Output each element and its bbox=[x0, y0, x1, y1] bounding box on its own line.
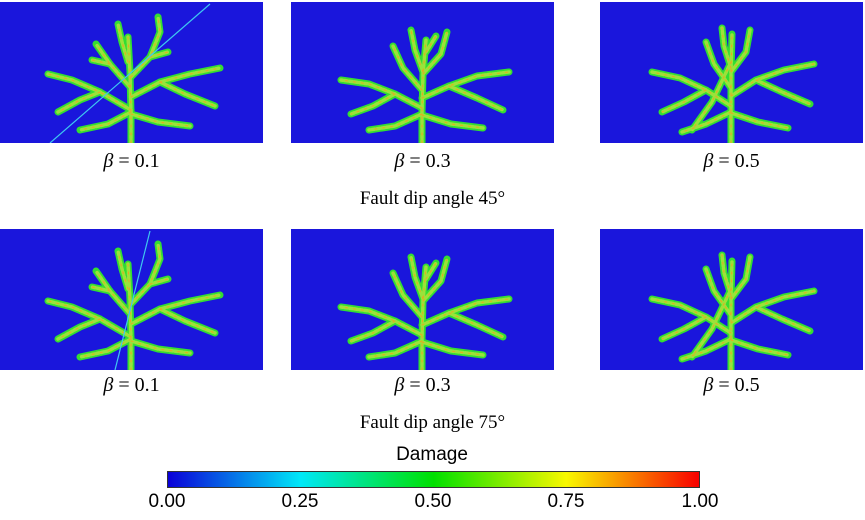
fracture-branch-core-1 bbox=[47, 300, 132, 338]
fracture-branch-core-10 bbox=[79, 111, 132, 131]
fracture-branch-fill-10 bbox=[690, 287, 733, 359]
caption-75-beta-0.1: β = 0.1 bbox=[103, 374, 160, 396]
fracture-branch-core-4 bbox=[410, 256, 424, 300]
fracture-branch-core-6 bbox=[755, 306, 811, 332]
fracture-branch-core-6 bbox=[130, 67, 221, 98]
fracture-branch-fill-2 bbox=[56, 317, 102, 341]
fracture-branch-core-8 bbox=[681, 111, 732, 133]
fracture-branch-core-2 bbox=[661, 316, 707, 340]
colorbar-tick-4: 1.00 bbox=[681, 491, 719, 512]
damage-map-75-beta-0.3 bbox=[291, 229, 554, 370]
fracture-branch-core-4 bbox=[91, 59, 111, 65]
fracture-branch-core-7 bbox=[730, 256, 751, 300]
fracture-branch-core-8 bbox=[681, 338, 732, 360]
fracture-branch-core-10 bbox=[425, 35, 437, 53]
fracture-branch-core-10 bbox=[79, 338, 132, 358]
colorbar-tick-3: 0.75 bbox=[547, 491, 585, 512]
fracture-branch-core-1 bbox=[340, 306, 423, 336]
fracture-branch-core-1 bbox=[340, 79, 423, 109]
fracture-branch-fill-5 bbox=[729, 62, 816, 98]
fault-line bbox=[114, 230, 151, 370]
colorbar-tick-1: 0.25 bbox=[281, 491, 319, 512]
fracture-branch-core-3 bbox=[705, 268, 732, 316]
fracture-branch-core-0 bbox=[127, 263, 132, 370]
damage-map-45-beta-0.3 bbox=[291, 2, 554, 143]
fracture-branch-fill-2 bbox=[56, 90, 102, 114]
row-title-75: Fault dip angle 75° bbox=[359, 412, 506, 433]
fracture-network-75-0.3 bbox=[291, 229, 554, 370]
fracture-branch-core-3 bbox=[95, 270, 131, 315]
damage-map-45-beta-0.5 bbox=[600, 2, 863, 143]
fracture-branch-fill-10 bbox=[690, 60, 733, 132]
fracture-network-75-0.1 bbox=[0, 229, 263, 370]
fracture-branch-core-4 bbox=[410, 29, 424, 73]
fracture-branch-core-4 bbox=[721, 27, 732, 69]
fracture-branch-core-3 bbox=[705, 41, 732, 89]
caption-75-beta-0.3: β = 0.3 bbox=[394, 374, 451, 396]
fracture-network-45-0.3 bbox=[291, 2, 554, 143]
fracture-branch-core-6 bbox=[448, 312, 504, 338]
fracture-branch-core-9 bbox=[421, 341, 484, 356]
fracture-branch-core-5 bbox=[117, 250, 129, 290]
fracture-branch-core-9 bbox=[149, 51, 169, 58]
fracture-branch-fill-5 bbox=[420, 297, 511, 327]
fracture-branch-core-11 bbox=[130, 340, 191, 354]
fracture-branch-core-5 bbox=[117, 23, 129, 63]
fracture-branch-core-2 bbox=[661, 89, 707, 113]
fracture-branch-core-0 bbox=[127, 36, 132, 143]
fracture-branch-core-4 bbox=[721, 254, 732, 296]
fracture-branch-core-6 bbox=[130, 294, 221, 325]
fracture-branch-core-4 bbox=[91, 286, 111, 292]
fault-line bbox=[49, 3, 211, 143]
fracture-branch-core-8 bbox=[130, 16, 161, 78]
damage-map-75-beta-0.1 bbox=[0, 229, 263, 370]
fracture-branch-core-1 bbox=[651, 71, 732, 107]
caption-45-beta-0.3: β = 0.3 bbox=[394, 150, 451, 172]
damage-map-75-beta-0.5 bbox=[600, 229, 863, 370]
caption-45-beta-0.1: β = 0.1 bbox=[103, 150, 160, 172]
fracture-branch-core-0 bbox=[421, 266, 427, 370]
caption-45-beta-0.5: β = 0.5 bbox=[703, 150, 760, 172]
fracture-branch-core-9 bbox=[149, 278, 169, 285]
fracture-branch-core-9 bbox=[421, 114, 484, 129]
fracture-branch-core-2 bbox=[350, 320, 396, 342]
caption-75-beta-0.5: β = 0.5 bbox=[703, 374, 760, 396]
fracture-branch-core-9 bbox=[730, 112, 789, 129]
damage-map-45-beta-0.1 bbox=[0, 2, 263, 143]
fracture-branch-core-1 bbox=[651, 298, 732, 334]
fracture-branch-core-6 bbox=[448, 85, 504, 111]
fracture-branch-core-9 bbox=[730, 339, 789, 356]
fracture-branch-core-7 bbox=[422, 258, 448, 302]
fracture-branch-core-8 bbox=[368, 340, 423, 358]
fracture-branch-fill-5 bbox=[420, 70, 511, 100]
fracture-branch-core-7 bbox=[159, 81, 216, 107]
fracture-branch-core-7 bbox=[159, 308, 216, 334]
colorbar-title: Damage bbox=[396, 444, 468, 465]
fracture-network-45-0.5 bbox=[600, 2, 863, 143]
fracture-branch-core-0 bbox=[730, 33, 733, 143]
fracture-branch-core-3 bbox=[392, 272, 423, 318]
damage-colorbar bbox=[167, 471, 700, 488]
fracture-branch-fill-5 bbox=[729, 289, 816, 325]
fracture-branch-core-0 bbox=[730, 260, 733, 370]
fracture-branch-core-1 bbox=[47, 73, 132, 111]
colorbar-tick-0: 0.00 bbox=[148, 491, 186, 512]
fracture-branch-core-0 bbox=[421, 39, 427, 143]
row-title-45: Fault dip angle 45° bbox=[359, 188, 506, 209]
fracture-branch-core-2 bbox=[350, 93, 396, 115]
fracture-branch-core-6 bbox=[755, 79, 811, 105]
fracture-network-75-0.5 bbox=[600, 229, 863, 370]
fracture-branch-core-11 bbox=[130, 113, 191, 127]
colorbar-tick-2: 0.50 bbox=[414, 491, 452, 512]
fracture-branch-core-10 bbox=[425, 262, 437, 280]
fracture-branch-core-8 bbox=[130, 243, 161, 305]
fracture-branch-core-8 bbox=[368, 113, 423, 131]
fracture-branch-core-7 bbox=[422, 31, 448, 75]
fracture-branch-core-3 bbox=[392, 45, 423, 91]
fracture-branch-core-7 bbox=[730, 29, 751, 73]
fracture-network-45-0.1 bbox=[0, 2, 263, 143]
